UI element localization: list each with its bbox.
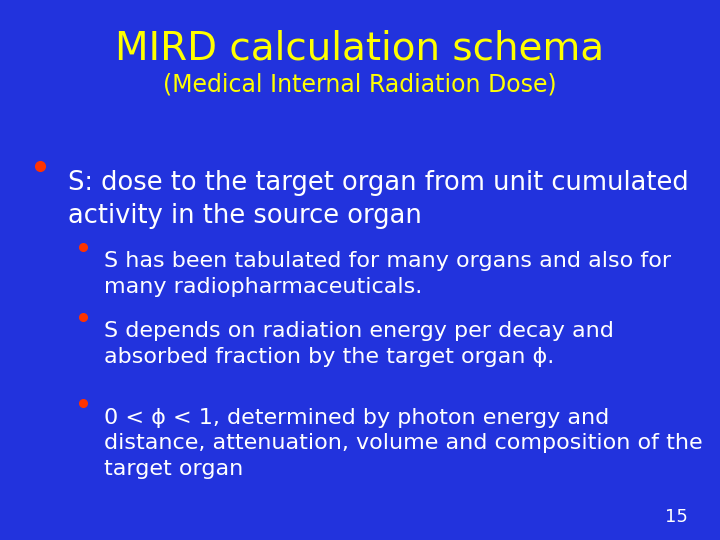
Text: (Medical Internal Radiation Dose): (Medical Internal Radiation Dose) — [163, 73, 557, 97]
Text: S has been tabulated for many organs and also for
many radiopharmaceuticals.: S has been tabulated for many organs and… — [104, 251, 672, 296]
Text: 15: 15 — [665, 509, 688, 526]
Text: 0 < ϕ < 1, determined by photon energy and
distance, attenuation, volume and com: 0 < ϕ < 1, determined by photon energy a… — [104, 408, 703, 479]
Text: S: dose to the target organ from unit cumulated
activity in the source organ: S: dose to the target organ from unit cu… — [68, 170, 689, 229]
Text: S depends on radiation energy per decay and
absorbed fraction by the target orga: S depends on radiation energy per decay … — [104, 321, 614, 367]
Text: MIRD calculation schema: MIRD calculation schema — [115, 30, 605, 68]
